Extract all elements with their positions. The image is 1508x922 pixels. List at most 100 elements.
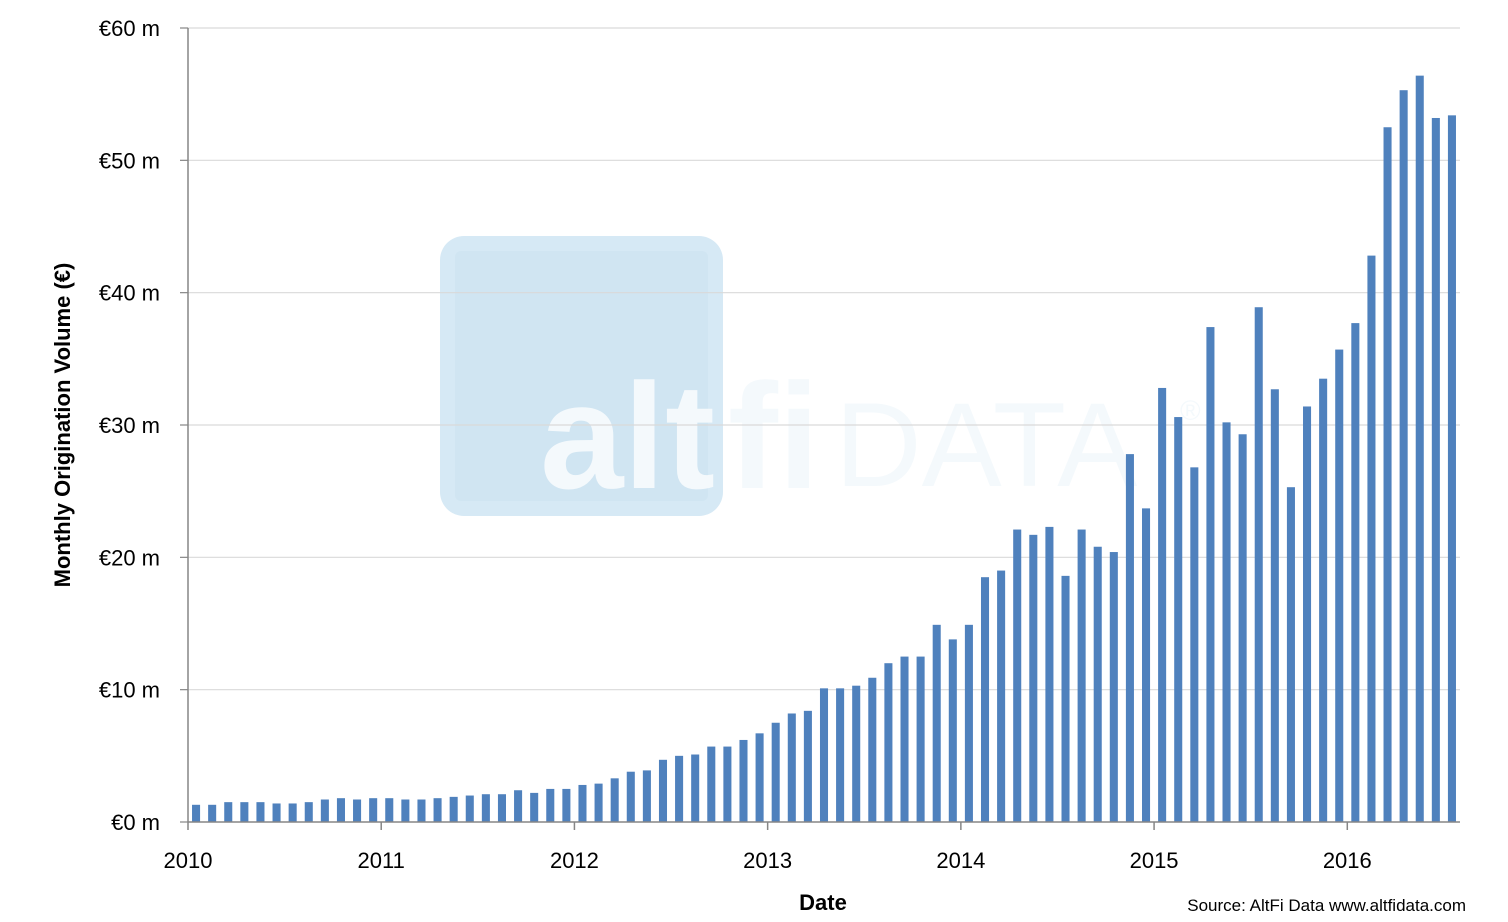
bar-2011-05 [449,796,458,822]
bar-2012-10 [723,746,732,822]
bar-2011-11 [546,788,555,822]
bar-2012-11 [739,739,748,822]
x-tick-labels: 2010 2011 2012 2013 2014 2015 2016 [164,848,1372,873]
bar-2011-04 [433,798,442,822]
bar-2011-03 [417,799,426,822]
bar-2012-07 [675,755,684,822]
bar-2012-12 [755,733,764,822]
bar-2016-03 [1383,127,1392,822]
bar-2014-12 [1142,508,1151,822]
y-tick-label: €60 m [99,16,160,41]
bar-2015-05 [1222,422,1231,822]
x-tick-label: 2013 [743,848,792,873]
bar-2010-08 [304,802,313,822]
y-axis-title: Monthly Origination Volume (€) [50,263,75,588]
x-axis-title: Date [799,890,847,915]
bar-2010-11 [353,799,362,822]
bar-2015-04 [1206,327,1215,822]
bar-2011-06 [465,795,474,822]
bar-2010-12 [369,798,378,822]
bar-2012-08 [691,754,700,822]
bar-2013-04 [819,688,829,822]
bar-2013-06 [852,685,861,822]
bar-2015-03 [1190,467,1199,822]
y-tick-labels: €0 m €10 m €20 m €30 m €40 m €50 m €60 m [99,16,160,835]
bar-2010-10 [336,798,345,822]
x-tick-label: 2010 [164,848,213,873]
bar-2011-12 [562,788,571,822]
bar-2013-02 [787,713,796,822]
bar-2010-09 [320,799,329,822]
x-tick-label: 2011 [358,848,405,873]
x-tick-label: 2014 [936,848,985,873]
bar-2014-05 [1029,534,1038,822]
bar-2013-05 [836,688,845,822]
bar-2011-07 [481,794,490,822]
watermark-box-inner [455,251,708,501]
watermark-fi-text: fi [728,352,820,520]
bar-2013-07 [868,677,877,822]
bar-2014-02 [980,577,990,822]
bar-2012-09 [707,746,716,822]
bar-2010-01 [192,804,201,822]
bar-2014-01 [964,624,973,822]
gridlines [180,27,1460,823]
bar-2014-09 [1093,546,1102,822]
bar-2014-06 [1045,526,1054,822]
bar-2012-05 [642,770,651,822]
y-tick-label: €40 m [99,281,160,306]
bar-2016-06 [1431,117,1440,822]
watermark: alt fi DATA ® [440,236,1201,520]
watermark-data-text: DATA [835,378,1137,512]
x-tick-label: 2015 [1130,848,1179,873]
bar-2015-06 [1238,434,1247,822]
bar-2014-11 [1125,454,1134,822]
bar-2015-09 [1286,487,1295,822]
bar-2013-12 [948,639,957,822]
bar-2013-11 [932,624,941,822]
bar-2011-08 [497,794,506,822]
y-tick-label: €0 m [111,810,160,835]
y-tick-label: €10 m [99,678,160,703]
bar-2015-01 [1158,387,1167,822]
bar-2014-10 [1109,552,1118,822]
bar-2011-01 [385,798,394,822]
bar-series [192,75,1456,823]
axes [187,28,1460,830]
y-tick-label: €50 m [99,148,160,173]
bar-2015-12 [1335,349,1344,822]
y-tick-label: €20 m [99,545,160,570]
bar-2013-03 [803,710,812,822]
x-tick-label: 2012 [550,848,599,873]
bar-2016-04 [1399,90,1408,823]
source-note: Source: AltFi Data www.altfidata.com [1187,896,1466,915]
bar-2013-10 [916,656,925,822]
bar-2012-03 [610,778,619,822]
x-tick-label: 2016 [1323,848,1372,873]
bar-2015-11 [1319,378,1328,822]
bar-2013-09 [900,656,909,822]
bar-2010-07 [288,803,297,822]
bar-2012-04 [626,771,635,822]
bar-2012-06 [658,759,668,822]
bar-2015-10 [1303,406,1312,822]
bar-2010-04 [240,802,249,822]
bar-2012-01 [578,784,587,822]
bar-2011-10 [530,792,539,822]
bar-2014-04 [1013,529,1022,822]
watermark-alt-text: alt [540,352,715,520]
bar-2016-01 [1351,323,1360,822]
bar-2014-03 [997,570,1006,822]
bar-2013-08 [884,663,893,822]
bar-2010-06 [272,803,281,822]
bar-2016-07 [1447,115,1456,823]
y-tick-label: €30 m [99,413,160,438]
bar-2015-08 [1270,389,1279,822]
bar-2013-01 [771,722,780,822]
bar-2012-02 [594,783,603,822]
bar-2011-09 [514,790,523,822]
watermark-box [440,236,723,516]
bar-2016-05 [1415,75,1424,822]
bar-2010-02 [208,804,217,822]
